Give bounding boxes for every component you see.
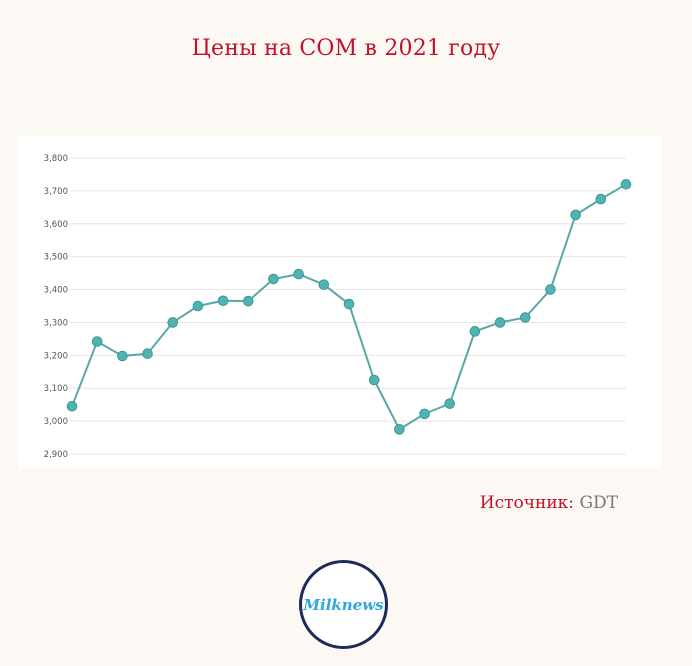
logo-text: Milknews xyxy=(303,595,384,614)
data-point xyxy=(444,398,456,409)
data-point xyxy=(217,295,229,307)
data-point xyxy=(66,401,78,412)
chart-card: 2,900 3,000 3,100 3,200 3,300 3,400 3,500 3,600… xyxy=(18,136,661,468)
data-point xyxy=(570,209,581,221)
data-point xyxy=(545,284,556,295)
data-point xyxy=(268,273,279,285)
y-tick-label: 3,200 xyxy=(44,351,68,361)
source-label: Источник: xyxy=(479,493,580,513)
milknews-logo: Milknews xyxy=(299,560,388,649)
data-point xyxy=(242,295,254,307)
data-point xyxy=(192,300,204,312)
y-tick-label: 3,500 xyxy=(44,253,68,263)
data-point xyxy=(419,408,430,420)
data-point xyxy=(368,374,380,386)
source-note: Источник: GDT xyxy=(480,493,618,513)
page-title: Цены на СОМ в 2021 году xyxy=(191,36,501,61)
data-point xyxy=(469,326,481,337)
data-point xyxy=(494,317,506,328)
data-point xyxy=(620,179,632,190)
data-point xyxy=(519,312,531,323)
y-axis-ticks: 2,900 3,000 3,100 3,200 3,300 3,400 3,500 3,600… xyxy=(44,154,68,460)
line-chart: 2,900 3,000 3,100 3,200 3,300 3,400 3,500 3,600… xyxy=(44,154,632,460)
y-tick-label: 3,600 xyxy=(44,220,68,230)
y-tick-label: 3,400 xyxy=(44,286,68,296)
data-point xyxy=(343,298,355,310)
y-tick-label: 3,700 xyxy=(44,187,68,197)
data-point xyxy=(394,424,405,435)
source-value: GDT xyxy=(579,493,618,513)
data-point xyxy=(142,348,153,359)
data-point xyxy=(293,268,304,280)
data-point xyxy=(318,279,330,290)
data-point xyxy=(117,350,128,362)
y-tick-label: 3,000 xyxy=(44,417,68,427)
data-point xyxy=(167,317,179,328)
grid-lines xyxy=(70,157,626,455)
y-tick-label: 2,900 xyxy=(44,450,68,460)
y-tick-label: 3,100 xyxy=(44,384,68,394)
data-point xyxy=(91,336,103,347)
y-tick-label: 3,800 xyxy=(44,154,68,164)
y-tick-label: 3,300 xyxy=(44,318,68,328)
series-points-layer xyxy=(66,179,632,435)
data-point xyxy=(595,193,607,205)
